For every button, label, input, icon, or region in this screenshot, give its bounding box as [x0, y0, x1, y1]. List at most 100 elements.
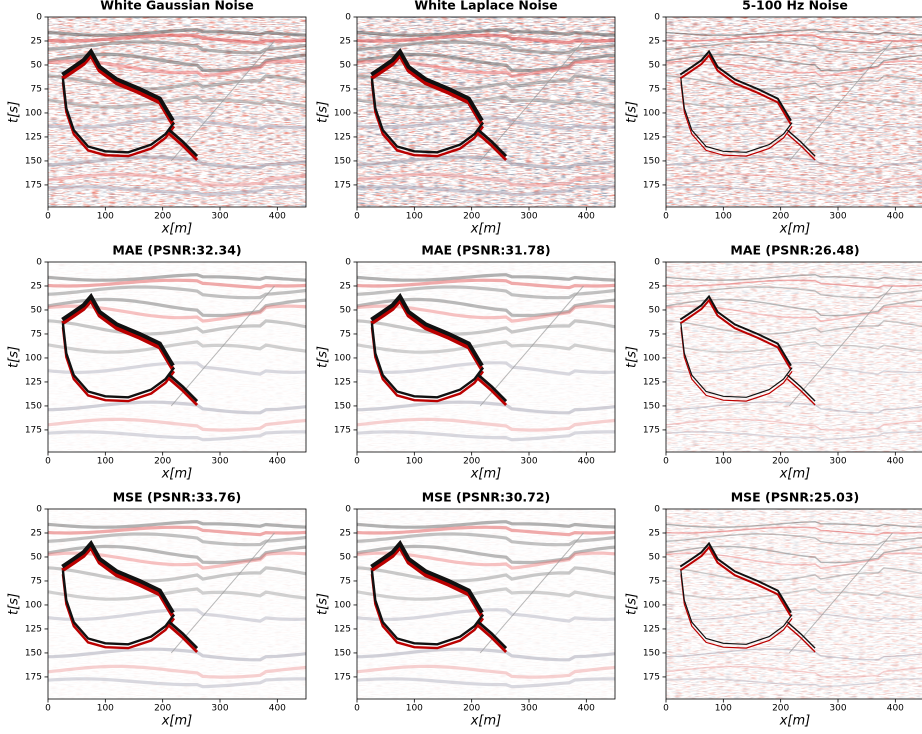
y-tick-label: 0: [36, 505, 42, 515]
x-axis-label: x[m]: [161, 222, 193, 237]
reflector: [666, 320, 922, 335]
x-axis-label: x[m]: [779, 467, 811, 482]
reflector: [48, 278, 306, 290]
y-tick-label: 150: [25, 648, 42, 658]
reflector: [666, 678, 922, 688]
reflector: [666, 533, 922, 546]
y-axis-label: t[s]: [7, 593, 22, 615]
plot-frame: [665, 508, 922, 700]
horizon-black: [370, 323, 485, 399]
reflector: [48, 525, 306, 537]
x-axis-label: x[m]: [779, 222, 811, 237]
y-tick-label: 175: [334, 425, 351, 435]
fault: [479, 40, 584, 162]
y-tick-label: 75: [31, 329, 42, 339]
y-tick-label: 125: [643, 132, 660, 142]
horizon-black: [61, 570, 176, 646]
reflector: [666, 173, 922, 186]
x-tick-label: 0: [354, 704, 360, 714]
x-tick-label: 300: [211, 212, 228, 222]
x-axis-label: x[m]: [470, 222, 502, 237]
y-tick-label: 75: [31, 84, 42, 94]
horizon-red: [787, 378, 816, 406]
noise-gray: [666, 509, 922, 699]
seismic-image: [666, 262, 922, 452]
y-axis-label: t[s]: [625, 101, 640, 123]
horizon-black: [61, 48, 175, 122]
horizon-red: [680, 327, 793, 402]
y-tick-label: 25: [649, 528, 660, 538]
y-axis-label: t[s]: [625, 346, 640, 368]
reflector: [666, 362, 922, 375]
y-tick-label: 150: [643, 648, 660, 658]
horizon-red: [787, 133, 816, 161]
panel-title: MAE (PSNR:32.34): [112, 243, 241, 258]
x-tick-label: 400: [887, 704, 904, 714]
y-tick-label: 25: [649, 36, 660, 46]
reflector: [666, 431, 922, 441]
x-tick-label: 0: [45, 212, 51, 222]
x-tick-label: 0: [45, 704, 51, 714]
y-tick-label: 175: [334, 672, 351, 682]
y-tick-label: 75: [31, 576, 42, 586]
horizon-black: [370, 78, 485, 154]
y-tick-label: 100: [334, 108, 351, 118]
horizon-red: [477, 625, 508, 653]
plot-frame: [665, 16, 922, 208]
y-tick-label: 75: [649, 576, 660, 586]
x-tick-label: 0: [354, 212, 360, 222]
reflector: [357, 430, 615, 442]
reflector: [48, 59, 306, 78]
x-tick-label: 100: [97, 212, 114, 222]
reflector: [357, 40, 615, 55]
x-tick-label: 0: [45, 457, 51, 467]
x-tick-label: 100: [406, 212, 423, 222]
horizon-red: [370, 327, 485, 403]
x-tick-label: 300: [520, 704, 537, 714]
horizon-black: [61, 78, 176, 154]
y-tick-label: 175: [334, 180, 351, 190]
y-tick-label: 50: [340, 60, 352, 70]
panel-title: MAE (PSNR:31.78): [421, 243, 550, 258]
x-axis-label: x[m]: [161, 714, 193, 729]
x-tick-label: 400: [887, 457, 904, 467]
y-tick-label: 25: [31, 528, 42, 538]
horizon-red: [679, 545, 792, 618]
reflector: [666, 665, 922, 678]
panel-title: MAE (PSNR:26.48): [730, 243, 859, 258]
panel-title: 5-100 Hz Noise: [742, 0, 848, 13]
horizon-black: [370, 540, 484, 614]
horizon-black: [477, 621, 508, 650]
fault: [479, 285, 584, 407]
horizon-black: [679, 541, 792, 614]
y-tick-label: 75: [340, 329, 351, 339]
reflector: [666, 117, 922, 130]
y-tick-label: 150: [25, 156, 42, 166]
fault: [170, 532, 275, 654]
y-tick-label: 50: [340, 305, 352, 315]
reflector: [666, 41, 922, 54]
horizon-red: [679, 53, 792, 126]
reflector: [48, 285, 306, 300]
y-tick-label: 50: [340, 552, 352, 562]
reflector: [48, 664, 306, 679]
reflector: [357, 319, 615, 336]
x-tick-label: 100: [715, 212, 732, 222]
reflector: [48, 33, 306, 45]
plot-frame: [356, 508, 616, 700]
seismic-image: [666, 17, 922, 207]
y-tick-label: 0: [345, 13, 351, 23]
y-tick-label: 100: [25, 353, 42, 363]
horizon-red: [61, 574, 176, 650]
reflector: [48, 116, 306, 131]
reflector: [357, 551, 615, 570]
horizon-black: [680, 78, 793, 153]
x-tick-label: 200: [463, 457, 480, 467]
y-tick-label: 50: [31, 305, 43, 315]
y-tick-label: 175: [643, 672, 660, 682]
x-tick-label: 200: [772, 704, 789, 714]
reflector: [48, 361, 306, 376]
x-tick-label: 400: [887, 212, 904, 222]
reflector: [357, 340, 615, 354]
reflector: [357, 417, 615, 432]
